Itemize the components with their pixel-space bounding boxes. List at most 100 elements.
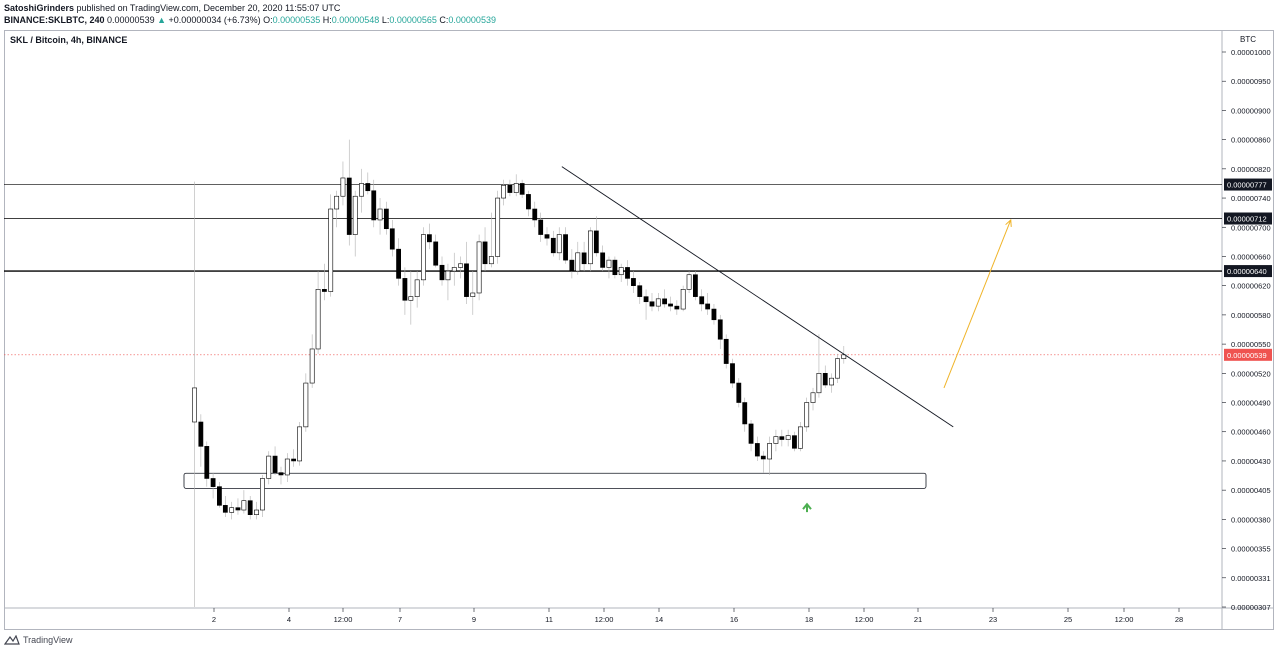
- candle-body-down: [204, 446, 210, 479]
- candle: [773, 429, 779, 452]
- time-tick-label: 12:00: [855, 615, 874, 624]
- candle-body-down: [723, 338, 729, 364]
- candle: [402, 267, 408, 315]
- candle: [266, 451, 272, 485]
- current-price-label: 0.00000539: [1227, 351, 1267, 360]
- candle: [835, 353, 840, 384]
- candle-body-down: [674, 305, 680, 310]
- candle: [513, 174, 519, 197]
- candle: [396, 238, 401, 286]
- candle-body-up: [260, 478, 265, 511]
- candle-body-down: [464, 263, 469, 297]
- ohlc-line: BINANCE:SKLBTC, 240 0.00000539 ▲ +0.0000…: [4, 14, 496, 26]
- author-name[interactable]: SatoshiGrinders: [4, 3, 75, 13]
- candle: [464, 241, 469, 304]
- candle-body-up: [686, 274, 692, 290]
- candle: [352, 190, 358, 257]
- candle: [822, 365, 828, 388]
- time-tick-label: 2: [212, 615, 216, 624]
- tradingview-logo-icon: [4, 635, 20, 645]
- projection-arrow: [943, 219, 1012, 389]
- candle: [204, 441, 210, 487]
- close-label: C:: [439, 15, 449, 25]
- candle: [519, 179, 525, 199]
- candle-body-up: [229, 507, 235, 513]
- candle-body-down: [210, 478, 216, 487]
- candle: [643, 289, 649, 320]
- tradingview-footer[interactable]: TradingView: [4, 635, 73, 645]
- candle: [192, 181, 197, 607]
- candle: [359, 168, 364, 213]
- time-tick-label: 7: [398, 615, 402, 624]
- candle-body-down: [705, 303, 711, 310]
- candle: [526, 190, 531, 217]
- price-tick-label: 0.00000860: [1231, 136, 1271, 145]
- candle: [217, 481, 222, 508]
- candle-body-down: [291, 458, 297, 462]
- candle-body-down: [507, 184, 513, 193]
- candle-body-down: [389, 228, 395, 250]
- candle-body-down: [526, 194, 531, 210]
- price-tick-label: 0.00000580: [1231, 311, 1271, 320]
- candle-body-up: [556, 234, 562, 254]
- candle: [421, 227, 426, 286]
- candle: [229, 501, 235, 520]
- price-tick-label: 0.00000700: [1231, 223, 1271, 232]
- candle: [532, 201, 538, 228]
- price-tick-label: 0.00000405: [1231, 486, 1271, 495]
- candle: [711, 303, 717, 325]
- low-label: L:: [381, 15, 390, 25]
- candle-body-down: [760, 455, 766, 460]
- price-tick-label: 0.00000380: [1231, 515, 1271, 524]
- candle: [754, 436, 760, 461]
- price-chart[interactable]: BTC 0.00001000 0.00000950 0.00000900 0.00000…: [4, 30, 1274, 630]
- candle: [550, 230, 556, 257]
- time-tick-label: 14: [655, 615, 663, 624]
- candle: [377, 198, 383, 235]
- time-tick-label: 9: [472, 615, 476, 624]
- candle: [241, 490, 247, 514]
- candle: [340, 161, 346, 206]
- candle: [625, 260, 630, 286]
- level-price-label: 0.00000640: [1227, 267, 1267, 276]
- candle-body-up: [835, 358, 840, 379]
- candle-body-up: [618, 267, 624, 276]
- time-tick-label: 28: [1175, 615, 1183, 624]
- candle: [600, 245, 606, 272]
- candle-body-up: [785, 435, 791, 440]
- price-tick-label: 0.00000660: [1231, 252, 1271, 261]
- candle-body-up: [513, 183, 519, 193]
- candle-body-down: [662, 298, 668, 305]
- candle-body-up: [680, 289, 686, 310]
- candle-body-down: [631, 278, 636, 286]
- candle: [618, 263, 624, 283]
- price-tick-label: 0.00000740: [1231, 194, 1271, 203]
- candle: [581, 241, 587, 272]
- candle: [507, 179, 513, 197]
- candle-body-up: [254, 509, 259, 515]
- candle-body-up: [334, 195, 340, 210]
- candle-body-down: [792, 435, 797, 449]
- candle: [451, 252, 457, 286]
- candle-body-down: [217, 486, 222, 506]
- candle-body-down: [779, 436, 785, 440]
- candle: [748, 420, 754, 452]
- candle-body-down: [402, 278, 408, 301]
- candle-body-down: [396, 248, 401, 279]
- candle-body-down: [426, 234, 432, 243]
- candle: [476, 234, 482, 301]
- candle: [488, 212, 494, 268]
- candle: [284, 453, 290, 482]
- candle: [785, 429, 791, 447]
- candle-body-up: [241, 500, 247, 511]
- candle-body-down: [711, 308, 717, 321]
- projection-arrow-head: [1005, 218, 1012, 227]
- candle-body-up: [359, 183, 364, 197]
- pane-title: SKL / Bitcoin, 4h, BINANCE: [10, 35, 128, 45]
- candle-body-down: [637, 285, 643, 297]
- candle: [426, 223, 432, 250]
- candle: [414, 271, 420, 308]
- price-tick-label: 0.00000820: [1231, 165, 1271, 174]
- candle: [371, 179, 377, 228]
- candle-body-down: [649, 301, 655, 307]
